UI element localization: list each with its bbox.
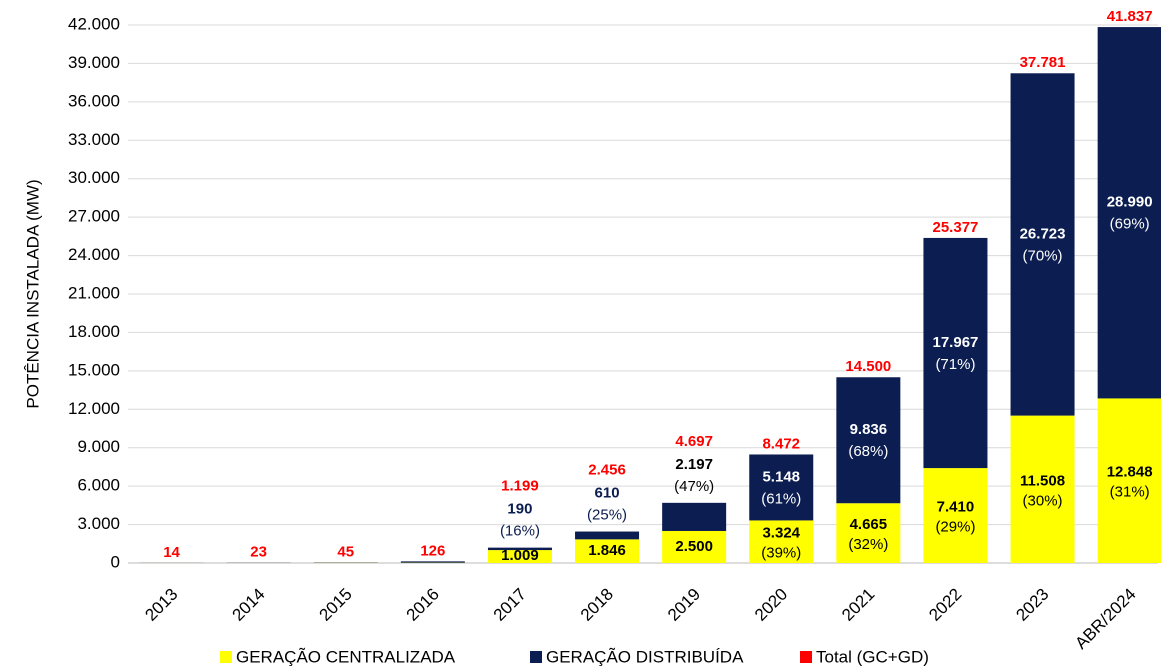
- segment-label: 26.723: [1020, 225, 1066, 242]
- segment-label: 4.665: [850, 516, 888, 533]
- total-label: 8.472: [762, 435, 800, 452]
- share-label: (71%): [935, 356, 975, 373]
- y-tick-label: 12.000: [68, 399, 120, 418]
- total-label: 4.697: [675, 433, 713, 450]
- legend-swatch: [800, 651, 812, 663]
- share-label: (25%): [587, 507, 627, 524]
- y-tick-label: 18.000: [68, 322, 120, 341]
- x-tick-label: 2018: [577, 585, 617, 625]
- y-tick-label: 9.000: [77, 437, 120, 456]
- x-tick-label: 2017: [490, 585, 530, 625]
- segment-label: 5.148: [762, 468, 800, 485]
- total-label: 37.781: [1020, 54, 1066, 71]
- y-tick-label: 33.000: [68, 130, 120, 149]
- bar-segment: [487, 550, 552, 563]
- y-tick-label: 39.000: [68, 53, 120, 72]
- total-label: 14: [163, 544, 180, 561]
- share-label: (31%): [1110, 484, 1150, 501]
- total-label: 25.377: [933, 219, 979, 236]
- share-label: (39%): [761, 545, 801, 562]
- x-tick-label: 2015: [316, 585, 356, 625]
- bar-segment: [575, 531, 640, 540]
- x-tick-label: 2016: [403, 585, 443, 625]
- share-label: (47%): [674, 478, 714, 495]
- legend-label: GERAÇÃO CENTRALIZADA: [236, 647, 456, 666]
- legend-swatch: [530, 651, 542, 663]
- y-tick-label: 3.000: [77, 514, 120, 533]
- segment-label: 1.846: [588, 542, 626, 559]
- segment-label: 2.197: [675, 456, 713, 473]
- y-tick-label: 36.000: [68, 91, 120, 110]
- legend-swatch: [220, 651, 232, 663]
- x-tick-label: 2020: [751, 585, 791, 625]
- segment-label: 190: [507, 501, 532, 518]
- segment-label: 28.990: [1107, 194, 1153, 211]
- y-tick-label: 42.000: [68, 14, 120, 33]
- y-tick-label: 27.000: [68, 207, 120, 226]
- total-label: 1.199: [501, 478, 539, 495]
- segment-label: 610: [595, 485, 620, 502]
- bar-segment: [575, 539, 640, 563]
- segment-label: 9.836: [850, 421, 888, 438]
- total-label: 23: [250, 544, 267, 561]
- share-label: (32%): [848, 536, 888, 553]
- share-label: (70%): [1023, 247, 1063, 264]
- legend-label: GERAÇÃO DISTRIBUÍDA: [546, 647, 744, 666]
- share-label: (16%): [500, 523, 540, 540]
- share-label: (29%): [935, 519, 975, 536]
- share-label: (68%): [848, 443, 888, 460]
- y-tick-label: 15.000: [68, 360, 120, 379]
- total-label: 45: [337, 543, 354, 560]
- x-tick-label: 2019: [664, 585, 704, 625]
- bar-segment: [662, 502, 727, 531]
- total-label: 126: [420, 542, 445, 559]
- x-tick-label: ABR/2024: [1071, 585, 1139, 653]
- bar-segment: [836, 377, 901, 504]
- bar-segment: [1010, 73, 1075, 416]
- bar-segment: [923, 468, 988, 563]
- total-label: 41.837: [1107, 8, 1153, 25]
- segment-label: 12.848: [1107, 464, 1153, 481]
- bar-segment: [487, 547, 552, 551]
- bar-segment: [400, 561, 465, 563]
- share-label: (61%): [761, 490, 801, 507]
- y-tick-label: 30.000: [68, 168, 120, 187]
- bar-segment: [749, 454, 814, 521]
- segment-label: 1.009: [501, 547, 539, 564]
- bar-segment: [923, 237, 988, 469]
- bar-segment: [1097, 398, 1161, 563]
- x-tick-label: 2014: [228, 585, 268, 625]
- bar-segment: [1097, 27, 1161, 399]
- bar-segment: [1010, 415, 1075, 563]
- segment-label: 7.410: [937, 499, 975, 516]
- segment-label: 11.508: [1020, 472, 1065, 489]
- share-label: (30%): [1023, 492, 1063, 509]
- x-tick-label: 2013: [141, 585, 181, 625]
- x-tick-label: 2023: [1012, 585, 1052, 625]
- y-tick-label: 6.000: [77, 476, 120, 495]
- segment-label: 17.967: [933, 334, 979, 351]
- y-tick-label: 24.000: [68, 245, 120, 264]
- y-tick-label: 0: [111, 552, 120, 571]
- segment-label: 3.324: [762, 525, 800, 542]
- x-tick-label: 2022: [925, 585, 965, 625]
- segment-label: 2.500: [675, 538, 713, 555]
- total-label: 14.500: [845, 358, 891, 375]
- bar-segment: [749, 520, 814, 563]
- y-axis-label: POTÊNCIA INSTALADA (MW): [23, 179, 42, 408]
- bar-segment: [662, 530, 727, 563]
- total-label: 2.456: [588, 462, 626, 479]
- x-tick-label: 2021: [838, 585, 878, 625]
- bar-segment: [836, 503, 901, 563]
- y-tick-label: 21.000: [68, 283, 120, 302]
- legend-label: Total (GC+GD): [816, 647, 929, 666]
- share-label: (69%): [1110, 216, 1150, 233]
